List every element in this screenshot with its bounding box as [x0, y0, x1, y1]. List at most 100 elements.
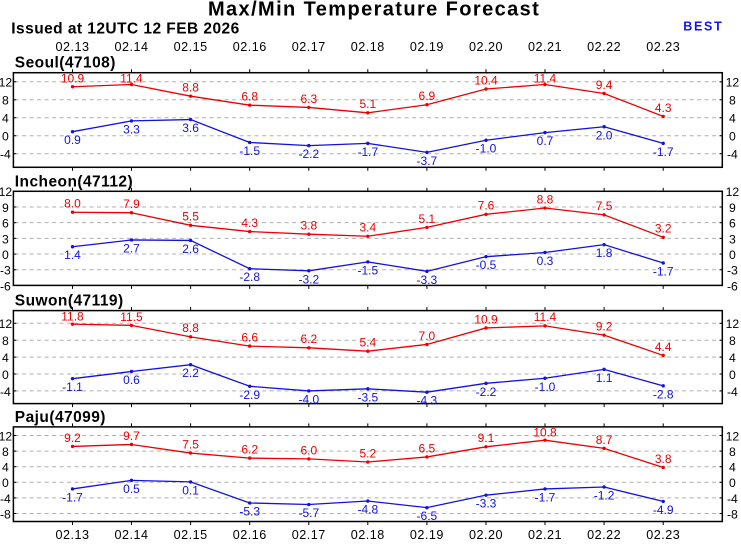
- svg-text:Suwon(47119): Suwon(47119): [15, 293, 124, 310]
- svg-text:0: 0: [729, 130, 736, 144]
- svg-text:8.8: 8.8: [537, 192, 554, 206]
- svg-text:10.8: 10.8: [533, 426, 557, 440]
- svg-text:Issued at 12UTC 12 FEB 2026: Issued at 12UTC 12 FEB 2026: [11, 21, 239, 38]
- svg-text:0.5: 0.5: [123, 482, 140, 496]
- svg-text:02.18: 02.18: [351, 40, 385, 54]
- svg-text:3.3: 3.3: [123, 122, 140, 136]
- svg-text:4: 4: [2, 461, 9, 475]
- svg-text:02.13: 02.13: [55, 40, 89, 54]
- svg-text:0.3: 0.3: [537, 254, 554, 268]
- svg-text:3.6: 3.6: [182, 121, 199, 135]
- svg-text:6.0: 6.0: [300, 443, 317, 457]
- svg-text:-4: -4: [727, 492, 738, 506]
- svg-text:4: 4: [2, 351, 9, 365]
- svg-text:1.1: 1.1: [596, 371, 613, 385]
- svg-text:5.2: 5.2: [359, 446, 376, 460]
- svg-text:8.8: 8.8: [182, 81, 199, 95]
- svg-text:12: 12: [0, 317, 12, 331]
- svg-text:12: 12: [726, 317, 740, 331]
- svg-text:6.8: 6.8: [241, 90, 258, 104]
- svg-text:-4: -4: [0, 148, 11, 162]
- svg-text:12: 12: [726, 429, 740, 443]
- svg-text:-2.8: -2.8: [239, 270, 260, 284]
- svg-text:02.15: 02.15: [174, 528, 208, 540]
- svg-text:Max/Min Temperature Forecast: Max/Min Temperature Forecast: [208, 0, 540, 21]
- svg-text:7.6: 7.6: [478, 199, 495, 213]
- svg-text:8: 8: [729, 94, 736, 108]
- svg-text:6: 6: [729, 217, 736, 231]
- svg-text:5.1: 5.1: [419, 212, 436, 226]
- svg-text:12: 12: [0, 429, 12, 443]
- svg-text:-8: -8: [0, 507, 11, 521]
- svg-text:-4: -4: [0, 385, 11, 399]
- svg-text:3: 3: [2, 232, 9, 246]
- svg-text:11.5: 11.5: [120, 310, 143, 324]
- svg-text:Incheon(47112): Incheon(47112): [15, 173, 133, 190]
- svg-text:-1.7: -1.7: [62, 490, 83, 504]
- svg-text:-3.5: -3.5: [357, 390, 378, 404]
- svg-text:-3.3: -3.3: [476, 497, 497, 511]
- svg-text:8.7: 8.7: [596, 433, 613, 447]
- svg-text:-1.7: -1.7: [653, 145, 674, 159]
- svg-text:4: 4: [729, 461, 736, 475]
- svg-text:9.2: 9.2: [596, 320, 613, 334]
- svg-text:02.17: 02.17: [292, 40, 326, 54]
- svg-text:11.8: 11.8: [61, 309, 84, 323]
- svg-text:2.0: 2.0: [596, 128, 613, 142]
- svg-text:-8: -8: [727, 507, 738, 521]
- svg-text:6.3: 6.3: [300, 92, 317, 106]
- svg-text:-4.0: -4.0: [298, 392, 319, 406]
- svg-text:9.7: 9.7: [123, 429, 140, 443]
- svg-text:02.23: 02.23: [646, 40, 680, 54]
- svg-text:-1.7: -1.7: [653, 264, 674, 278]
- svg-text:10.9: 10.9: [61, 71, 85, 85]
- svg-text:-4.8: -4.8: [357, 503, 378, 517]
- svg-text:0: 0: [729, 368, 736, 382]
- svg-text:11.4: 11.4: [120, 71, 143, 85]
- svg-text:12: 12: [726, 76, 740, 90]
- svg-text:-4: -4: [727, 385, 738, 399]
- svg-text:11.4: 11.4: [534, 71, 557, 85]
- svg-text:02.19: 02.19: [410, 528, 444, 540]
- svg-text:6.9: 6.9: [419, 89, 436, 103]
- svg-text:11.4: 11.4: [534, 310, 557, 324]
- svg-text:9.2: 9.2: [64, 431, 81, 445]
- svg-text:0.9: 0.9: [64, 133, 81, 147]
- svg-text:02.16: 02.16: [233, 40, 267, 54]
- svg-text:2.7: 2.7: [123, 241, 140, 255]
- svg-text:10.9: 10.9: [474, 312, 498, 326]
- svg-text:3.8: 3.8: [655, 452, 672, 466]
- svg-text:3.2: 3.2: [655, 222, 672, 236]
- svg-text:9.4: 9.4: [596, 78, 613, 92]
- svg-text:10.4: 10.4: [474, 73, 498, 87]
- svg-text:0: 0: [729, 476, 736, 490]
- svg-text:0: 0: [2, 368, 9, 382]
- svg-text:0: 0: [2, 130, 9, 144]
- svg-text:3: 3: [729, 232, 736, 246]
- svg-text:8: 8: [729, 445, 736, 459]
- svg-text:02.14: 02.14: [114, 528, 148, 540]
- svg-text:6.2: 6.2: [241, 443, 258, 457]
- svg-text:4: 4: [729, 112, 736, 126]
- svg-text:-1.7: -1.7: [535, 490, 556, 504]
- svg-text:8: 8: [2, 94, 9, 108]
- svg-text:-1.2: -1.2: [594, 488, 615, 502]
- svg-text:-3.3: -3.3: [417, 273, 438, 287]
- svg-text:5.5: 5.5: [182, 210, 199, 224]
- svg-text:7.9: 7.9: [123, 197, 140, 211]
- svg-text:8: 8: [2, 334, 9, 348]
- svg-text:6.5: 6.5: [419, 441, 436, 455]
- svg-text:-2.9: -2.9: [239, 388, 260, 402]
- svg-text:8: 8: [729, 334, 736, 348]
- svg-text:0: 0: [729, 248, 736, 262]
- svg-text:02.13: 02.13: [55, 528, 89, 540]
- svg-text:1.8: 1.8: [596, 246, 613, 260]
- svg-text:-2.2: -2.2: [476, 385, 497, 399]
- svg-text:-1.7: -1.7: [357, 145, 378, 159]
- svg-text:5.1: 5.1: [359, 97, 376, 111]
- svg-text:6.6: 6.6: [241, 331, 258, 345]
- svg-text:-6.5: -6.5: [417, 509, 438, 523]
- svg-text:Paju(47099): Paju(47099): [15, 409, 106, 426]
- svg-text:-4: -4: [727, 148, 738, 162]
- svg-text:1.4: 1.4: [64, 248, 81, 262]
